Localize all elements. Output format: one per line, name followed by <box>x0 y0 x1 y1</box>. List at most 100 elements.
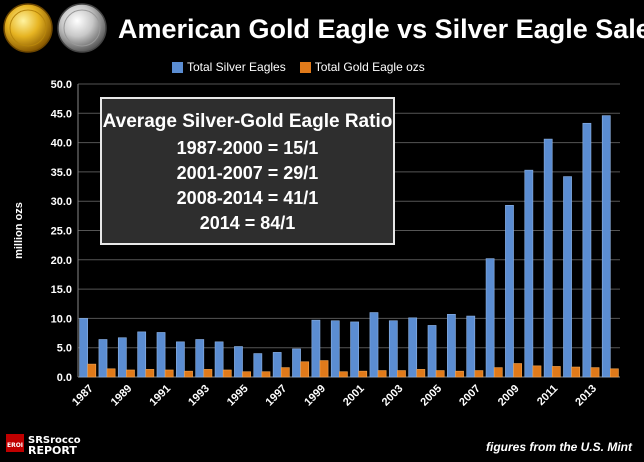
x-tick-label: 1989 <box>109 383 135 409</box>
bar-gold-1993 <box>203 369 213 378</box>
x-tick-label: 2003 <box>380 383 406 409</box>
bar-silver-1999 <box>311 319 321 378</box>
svg-text:EROI: EROI <box>7 442 23 449</box>
bar-gold-1992 <box>184 370 193 378</box>
bar-silver-2014 <box>601 115 611 378</box>
bar-silver-1988 <box>98 339 108 378</box>
x-tick-label: 1993 <box>186 383 212 409</box>
bar-silver-2013 <box>582 122 592 378</box>
legend-swatch-silver <box>172 61 183 73</box>
bar-gold-1998 <box>300 361 310 378</box>
y-tick-label: 35.0 <box>51 167 72 179</box>
bar-gold-1988 <box>106 368 116 378</box>
bar-silver-1994 <box>214 341 224 378</box>
legend-label-silver: Total Silver Eagles <box>187 60 286 74</box>
bar-gold-1994 <box>222 369 232 378</box>
y-tick-label: 15.0 <box>51 284 72 296</box>
bar-silver-2005 <box>427 325 437 378</box>
bar-silver-1996 <box>253 353 263 378</box>
bar-gold-1989 <box>126 369 135 378</box>
bar-gold-2001 <box>358 370 368 378</box>
bar-silver-2007 <box>466 315 476 378</box>
ratio-line: 2001-2007 = 29/1 <box>176 163 319 183</box>
ratio-line: 1987-2000 = 15/1 <box>176 138 319 158</box>
bar-silver-2002 <box>369 312 379 378</box>
ratio-line: 2008-2014 = 41/1 <box>176 188 319 208</box>
source-note: figures from the U.S. Mint <box>485 440 632 454</box>
ratio-box: Average Silver-Gold Eagle Ratio 1987-200… <box>100 97 395 245</box>
bar-silver-2004 <box>408 317 418 378</box>
y-tick-label: 0.0 <box>57 372 72 384</box>
bar-gold-2012 <box>571 366 581 378</box>
legend-item-gold: Total Gold Eagle ozs <box>299 60 425 74</box>
bar-gold-2009 <box>513 363 522 378</box>
legend-item-silver: Total Silver Eagles <box>172 60 286 74</box>
bar-gold-2004 <box>416 369 426 378</box>
ratio-line: 2014 = 84/1 <box>199 213 296 233</box>
bar-silver-2000 <box>330 320 340 378</box>
bar-gold-1990 <box>145 369 155 378</box>
bar-silver-2008 <box>485 258 495 378</box>
y-tick-label: 5.0 <box>57 343 72 355</box>
legend-label-gold: Total Gold Eagle ozs <box>314 60 425 74</box>
bar-silver-1997 <box>272 352 282 378</box>
x-tick-label: 1991 <box>147 383 173 409</box>
bar-gold-1997 <box>280 367 290 378</box>
x-tick-label: 1995 <box>225 383 251 409</box>
x-tick-label: 2001 <box>341 383 367 409</box>
bar-silver-1990 <box>137 331 147 378</box>
bar-silver-2006 <box>447 313 456 378</box>
bar-gold-2003 <box>397 370 406 378</box>
x-tick-label: 1999 <box>302 383 328 409</box>
bar-silver-1998 <box>292 348 301 378</box>
bar-gold-1999 <box>319 360 329 378</box>
silver-eagle-coin <box>57 3 107 53</box>
bar-gold-2000 <box>339 371 348 378</box>
coin-images <box>3 3 107 53</box>
bar-silver-1995 <box>234 346 243 378</box>
bar-gold-2005 <box>435 370 445 378</box>
bar-gold-1991 <box>164 369 174 378</box>
srsrocco-report-logo: EROI SRSrocco REPORT <box>6 434 81 456</box>
bar-silver-1993 <box>195 339 205 378</box>
bar-gold-2013 <box>590 367 600 378</box>
x-tick-label: 2011 <box>535 383 560 408</box>
bar-gold-2008 <box>493 367 503 378</box>
bar-gold-1996 <box>261 371 271 378</box>
ratio-box-title: Average Silver-Gold Eagle Ratio <box>102 111 393 132</box>
bar-gold-2014 <box>610 368 619 378</box>
y-tick-label: 25.0 <box>51 226 72 238</box>
x-tick-label: 2007 <box>457 383 483 409</box>
bar-gold-2010 <box>532 365 542 378</box>
bar-gold-2002 <box>377 370 387 378</box>
bar-silver-1987 <box>79 318 88 378</box>
svg-text:SRSrocco: SRSrocco <box>28 435 81 446</box>
bar-silver-2010 <box>524 169 534 378</box>
bar-silver-2003 <box>388 320 398 378</box>
y-tick-label: 30.0 <box>51 196 72 208</box>
svg-text:REPORT: REPORT <box>28 444 77 456</box>
x-tick-label: 1997 <box>264 383 290 409</box>
y-tick-label: 20.0 <box>51 255 72 267</box>
bar-silver-1992 <box>176 341 185 378</box>
y-tick-label: 40.0 <box>51 138 72 150</box>
x-tick-label: 1987 <box>70 383 96 409</box>
y-axis-label: million ozs <box>13 202 25 259</box>
chart-title: American Gold Eagle vs Silver Eagle Sale… <box>118 14 644 44</box>
y-tick-label: 45.0 <box>51 108 72 120</box>
bar-silver-2012 <box>563 176 572 378</box>
bar-gold-2006 <box>455 370 464 378</box>
bar-gold-1995 <box>242 371 251 378</box>
bar-silver-1989 <box>117 337 127 378</box>
bar-gold-2007 <box>474 370 484 378</box>
bar-silver-2009 <box>505 205 514 378</box>
legend: Total Silver Eagles Total Gold Eagle ozs <box>172 60 439 74</box>
x-tick-label: 2005 <box>418 383 444 409</box>
y-tick-label: 10.0 <box>51 313 72 325</box>
bar-silver-1991 <box>156 332 166 378</box>
bar-gold-1987 <box>87 363 97 378</box>
x-tick-label: 2009 <box>496 383 522 409</box>
bar-silver-2011 <box>543 138 553 378</box>
bar-silver-2001 <box>350 321 359 378</box>
legend-swatch-gold <box>299 61 311 73</box>
